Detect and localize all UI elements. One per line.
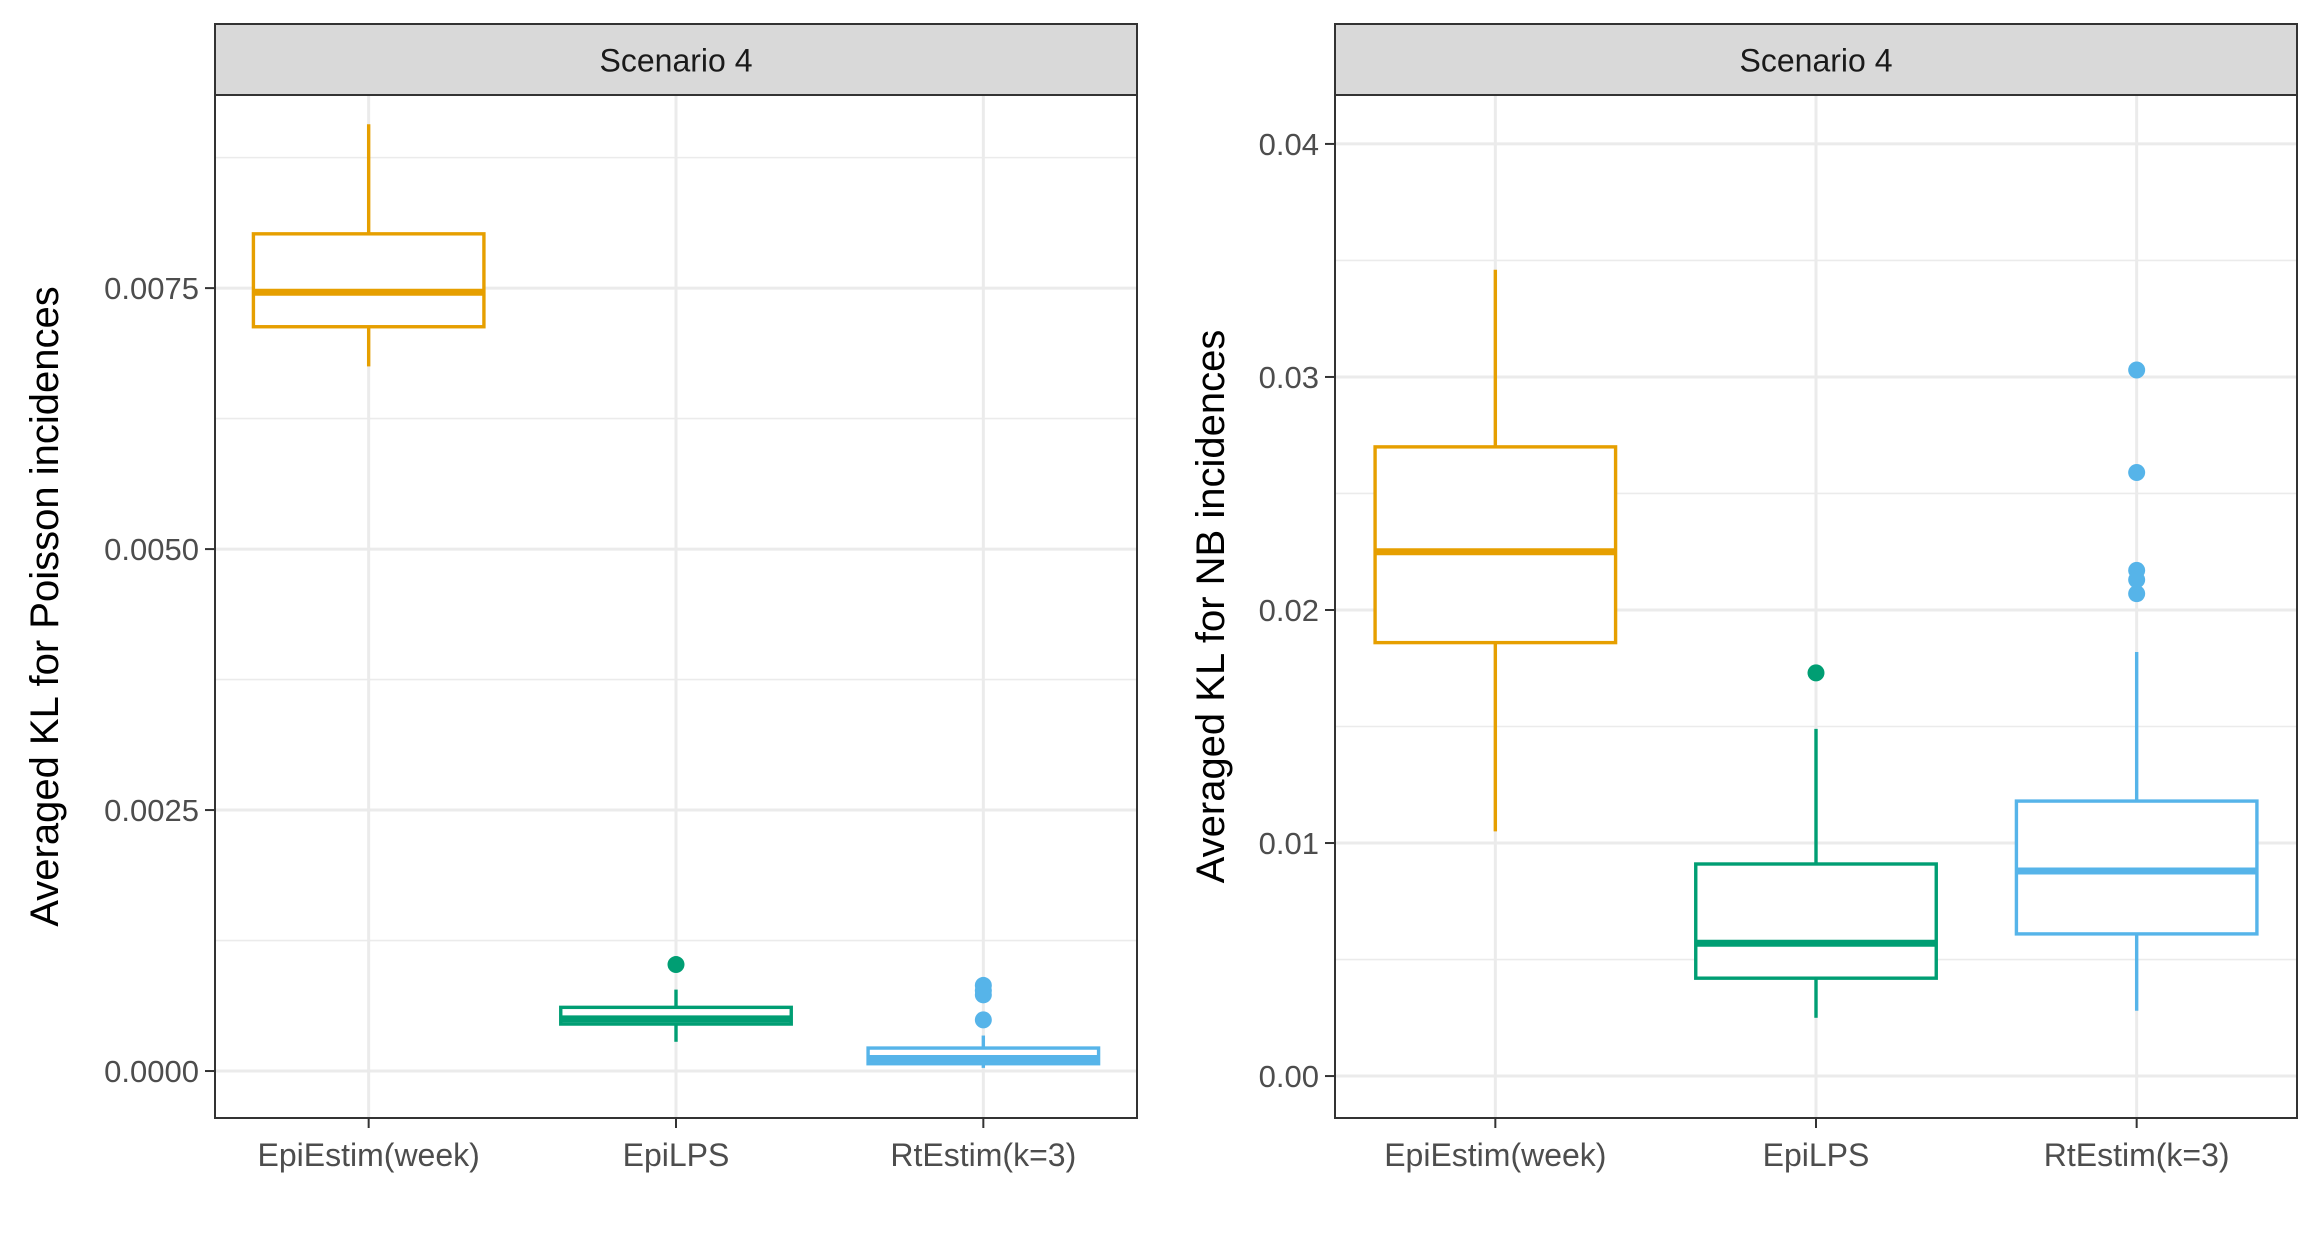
outlier-point bbox=[1807, 664, 1825, 682]
right-panel: Scenario 4 0.00 0.01 0.02 0.03 0.04 EpiEstim(w… bbox=[1189, 23, 2298, 1173]
y-axis-title: Averaged KL for Poisson incidences bbox=[23, 286, 67, 926]
box-rtestim-k-3- bbox=[866, 976, 1101, 1068]
y-tick-label: 0.03 bbox=[1259, 360, 1319, 395]
outlier-point bbox=[2128, 585, 2146, 603]
x-tick-label: RtEstim(k=3) bbox=[2044, 1137, 2230, 1173]
y-tick-label: 0.04 bbox=[1259, 127, 1319, 162]
outlier-point bbox=[2128, 464, 2146, 482]
x-tick-label: EpiLPS bbox=[1763, 1137, 1870, 1173]
facet-strip bbox=[1334, 23, 2298, 96]
y-tick-label: 0.0050 bbox=[104, 532, 199, 567]
outlier-point bbox=[667, 956, 685, 974]
y-tick-label: 0.0000 bbox=[104, 1054, 199, 1089]
x-tick-label: EpiEstim(week) bbox=[1384, 1137, 1606, 1173]
box-body bbox=[1373, 445, 1618, 645]
box-epiestim-week- bbox=[1373, 269, 1618, 832]
x-tick-label: EpiEstim(week) bbox=[258, 1137, 480, 1173]
y-tick-label: 0.00 bbox=[1259, 1059, 1319, 1094]
box-epiestim-week- bbox=[251, 124, 486, 367]
facet-strip bbox=[214, 23, 1138, 96]
box-body bbox=[1694, 862, 1938, 980]
box-epilps bbox=[559, 956, 793, 1042]
y-tick-label: 0.01 bbox=[1259, 826, 1319, 861]
y-tick-label: 0.0025 bbox=[104, 793, 199, 828]
outlier-point bbox=[974, 976, 992, 994]
y-tick-label: 0.0075 bbox=[104, 271, 199, 306]
facet-strip-label: Scenario 4 bbox=[600, 43, 753, 79]
box-body bbox=[251, 232, 486, 329]
outlier-point bbox=[974, 1011, 992, 1029]
x-tick-label: RtEstim(k=3) bbox=[890, 1137, 1076, 1173]
y-tick-label: 0.02 bbox=[1259, 593, 1319, 628]
box-rtestim-k-3- bbox=[2014, 361, 2259, 1011]
box-epilps bbox=[1694, 664, 1938, 1018]
left-panel: Scenario 4 0.0000 0.0025 0.0050 0.0075 EpiEst… bbox=[23, 23, 1138, 1173]
outlier-point bbox=[2128, 361, 2146, 379]
facet-strip-label: Scenario 4 bbox=[1740, 43, 1893, 79]
outlier-point bbox=[2128, 561, 2146, 579]
x-tick-label: EpiLPS bbox=[623, 1137, 730, 1173]
y-axis-title: Averaged KL for NB incidences bbox=[1189, 330, 1233, 884]
